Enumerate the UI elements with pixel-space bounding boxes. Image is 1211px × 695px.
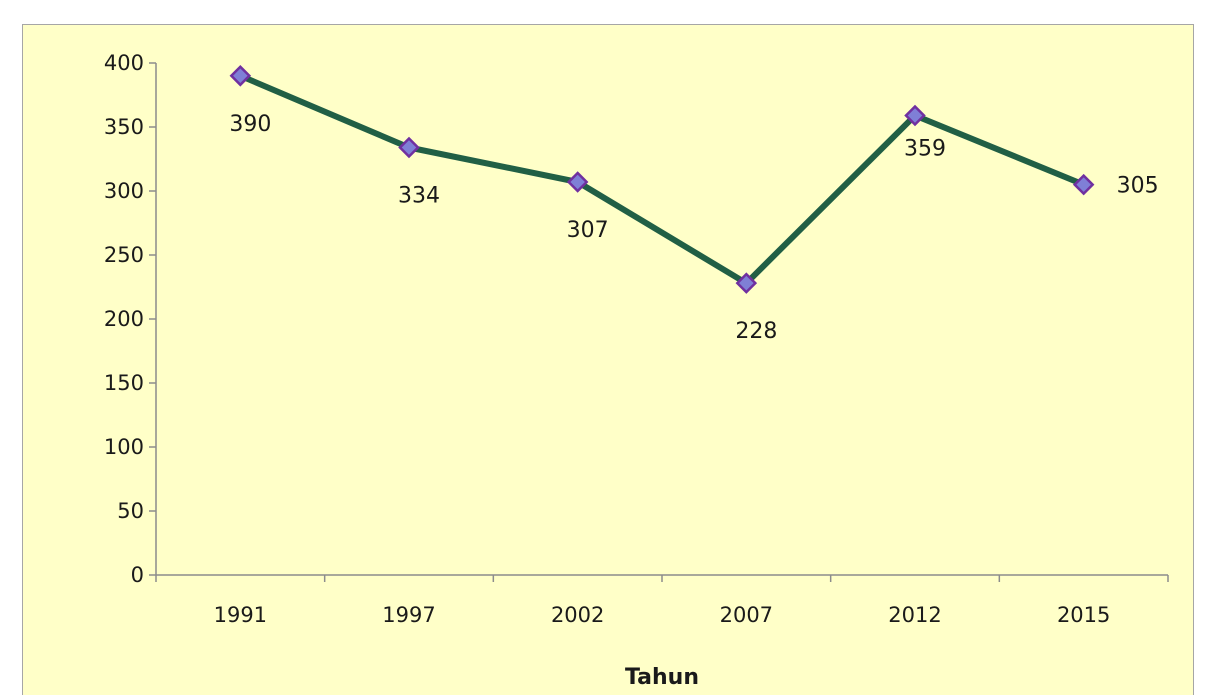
y-tick-label: 350 <box>104 115 144 139</box>
data-point-marker <box>1072 173 1095 196</box>
y-tick-label: 50 <box>117 499 144 523</box>
x-tick-label: 1991 <box>214 603 267 627</box>
data-point-marker <box>566 171 589 193</box>
series-line <box>239 73 1085 287</box>
y-tick-label: 0 <box>131 563 144 587</box>
x-tick-label: 2015 <box>1057 603 1110 627</box>
x-tick-label: 1997 <box>382 603 435 627</box>
x-tick-label: 2012 <box>888 603 941 627</box>
data-label: 359 <box>904 136 946 161</box>
y-tick-label: 400 <box>104 51 144 75</box>
data-label: 307 <box>567 218 609 243</box>
data-point-marker <box>229 65 252 87</box>
data-label: 228 <box>735 319 777 344</box>
series-group <box>229 65 1095 294</box>
y-tick-label: 300 <box>104 179 144 203</box>
data-point-marker <box>398 136 420 159</box>
data-point-marker <box>735 272 758 294</box>
data-label: 334 <box>398 183 440 208</box>
x-tick-label: 2002 <box>551 603 604 627</box>
y-tick-label: 200 <box>104 307 144 331</box>
y-tick-label: 250 <box>104 243 144 267</box>
x-axis-title: Tahun <box>625 665 699 690</box>
x-tick-label: 2007 <box>720 603 773 627</box>
data-label: 305 <box>1117 174 1159 199</box>
data-labels-group: 390 334 307 228 359 305 <box>229 112 1158 344</box>
y-tick-label: 100 <box>104 435 144 459</box>
data-label: 390 <box>229 112 271 137</box>
chart-area <box>22 24 1194 695</box>
data-point-marker <box>904 104 926 127</box>
y-tick-label: 150 <box>104 371 144 395</box>
axes: 0 50 100 150 200 250 300 350 400 1991 1997 2002 2007… <box>104 51 1169 627</box>
